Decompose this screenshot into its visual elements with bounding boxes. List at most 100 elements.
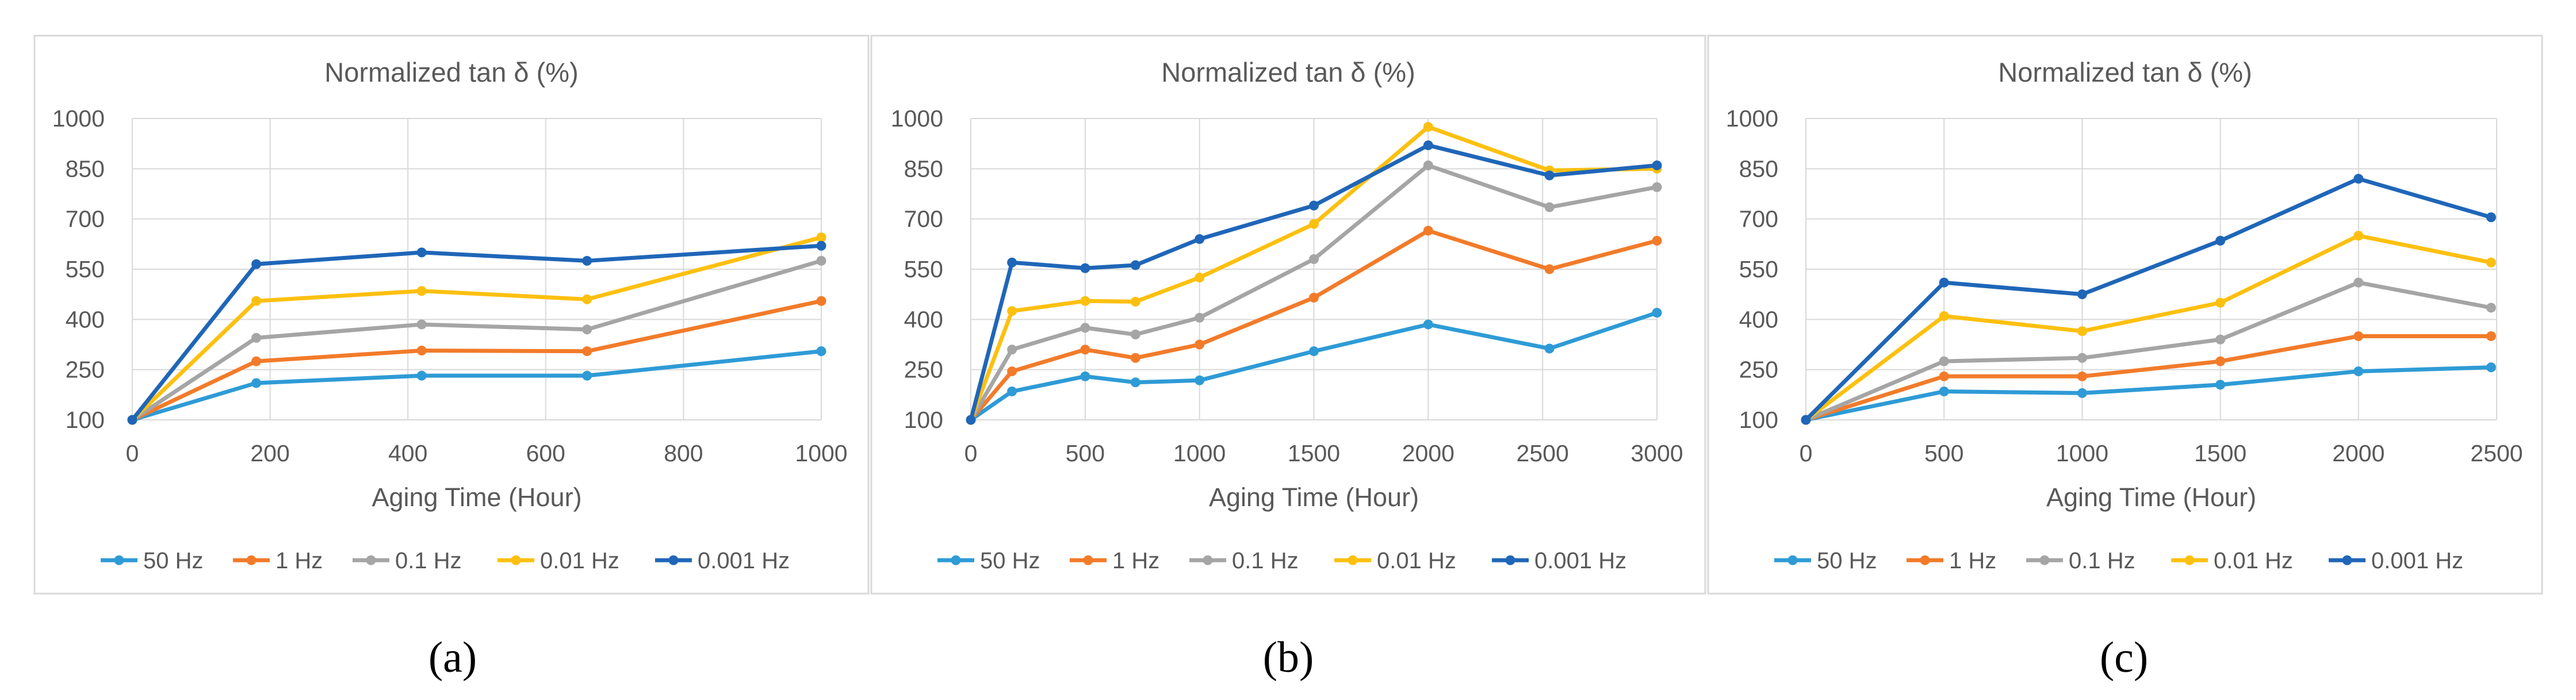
legend-item: 50 Hz (937, 548, 1040, 573)
chart-frame (1707, 35, 2543, 595)
data-point (1130, 260, 1140, 270)
chart-2: Normalized tan δ (%) 100 250 400 550 700 850 10… (870, 35, 1706, 595)
x-tick-label: 800 (664, 440, 703, 466)
legend-marker (1505, 555, 1515, 565)
legend-item: 50 Hz (101, 548, 204, 573)
data-point (582, 346, 592, 357)
series-1-hz (966, 225, 1662, 425)
legend-item: 0.001 Hz (655, 548, 790, 573)
legend-marker (668, 555, 679, 565)
data-point (1544, 202, 1555, 212)
data-point (251, 378, 262, 388)
data-point (416, 370, 427, 381)
data-point (2486, 362, 2496, 373)
data-point (1130, 330, 1140, 340)
data-point (1007, 387, 1017, 397)
y-tick-label: 250 (66, 357, 105, 383)
data-point (816, 240, 826, 251)
x-tick-label: 500 (1066, 440, 1105, 466)
chart-title: Normalized tan δ (%) (324, 57, 578, 87)
chart-panels: Normalized tan δ (%) 100 250 400 550 700 850 10… (33, 35, 2543, 595)
data-point (2215, 236, 2226, 246)
legend-item: 0.001 Hz (1492, 548, 1626, 573)
data-point (582, 255, 592, 266)
data-point (1007, 257, 1017, 267)
data-point (2215, 334, 2226, 345)
data-point (582, 294, 592, 304)
y-tick-label: 1000 (891, 105, 943, 132)
panel-label-a: (a) (428, 633, 477, 682)
data-point (1195, 273, 1205, 283)
x-tick-label: 1500 (2194, 440, 2246, 466)
panel-label-b: (b) (1263, 633, 1314, 682)
chart-title: Normalized tan δ (%) (1998, 57, 2252, 87)
legend-label: 0.01 Hz (1377, 548, 1456, 573)
legend-item: 1 Hz (1070, 548, 1159, 573)
data-point (1080, 345, 1090, 355)
data-point (1939, 277, 1949, 288)
series-0.001-hz (127, 240, 826, 425)
y-tick-label: 700 (1739, 206, 1778, 232)
x-tick-label: 200 (250, 440, 289, 466)
legend-item: 0.1 Hz (2026, 548, 2135, 573)
data-point (1195, 375, 1205, 385)
legend: 50 Hz 1 Hz 0.1 Hz 0.01 Hz 0.001 Hz (1774, 548, 2463, 573)
x-axis-label: Aging Time (Hour) (372, 483, 581, 512)
y-tick-label: 700 (66, 206, 105, 232)
series-0.001-hz (1801, 174, 2496, 425)
y-tick-label: 250 (904, 357, 943, 383)
panel-labels: (a) (b) (c) (428, 633, 2148, 682)
data-point (1309, 254, 1319, 265)
x-tick-label: 2000 (1402, 440, 1454, 466)
data-point (816, 346, 826, 357)
y-tick-label: 400 (66, 306, 105, 332)
series-line (1805, 365, 2491, 422)
data-point (251, 332, 262, 343)
data-point (1130, 353, 1140, 363)
y-tick-label: 850 (904, 155, 943, 182)
x-tick-label: 2500 (1517, 440, 1569, 466)
x-tick-label: 1500 (1288, 440, 1340, 466)
x-tick-label: 1000 (2056, 440, 2108, 466)
data-point (1309, 200, 1319, 211)
data-point (2215, 380, 2226, 390)
legend-marker (2184, 555, 2195, 565)
data-point (1423, 160, 1433, 171)
legend-label: 0.1 Hz (2069, 548, 2135, 573)
data-point (1423, 225, 1433, 236)
x-tick-label: 600 (526, 440, 565, 466)
data-point (2353, 331, 2364, 341)
data-point (1309, 219, 1319, 229)
data-point (416, 286, 427, 296)
series-0.1-hz (966, 160, 1662, 425)
data-point (1130, 296, 1140, 307)
data-point (1195, 234, 1205, 244)
data-point (1195, 339, 1205, 350)
legend: 50 Hz 1 Hz 0.1 Hz 0.01 Hz 0.001 Hz (101, 548, 790, 573)
chart-1: Normalized tan δ (%) 100 250 400 550 700 850 10… (33, 35, 870, 595)
y-tick-label: 100 (66, 407, 105, 433)
legend-marker (951, 555, 961, 565)
data-point (251, 259, 262, 269)
data-point (1939, 311, 1949, 322)
y-tick-label: 850 (66, 155, 105, 182)
y-tick-label: 550 (904, 256, 943, 282)
legend-item: 0.001 Hz (2329, 548, 2463, 573)
series-0.01-hz (1801, 231, 2496, 425)
y-tick-label: 400 (904, 306, 943, 332)
data-point (1007, 345, 1017, 355)
data-point (2353, 174, 2364, 184)
data-point (1080, 296, 1090, 306)
data-point (2486, 212, 2496, 223)
series-0.001-hz (966, 140, 1662, 425)
data-point (1544, 264, 1555, 274)
legend-item: 1 Hz (1907, 548, 1996, 573)
data-point (1080, 263, 1090, 273)
data-point (1423, 122, 1433, 132)
legend-label: 0.001 Hz (698, 548, 790, 573)
y-tick-label: 1000 (1726, 105, 1778, 132)
y-tick-label: 100 (904, 407, 943, 433)
data-point (1652, 182, 1662, 192)
x-tick-label: 0 (1800, 440, 1813, 466)
